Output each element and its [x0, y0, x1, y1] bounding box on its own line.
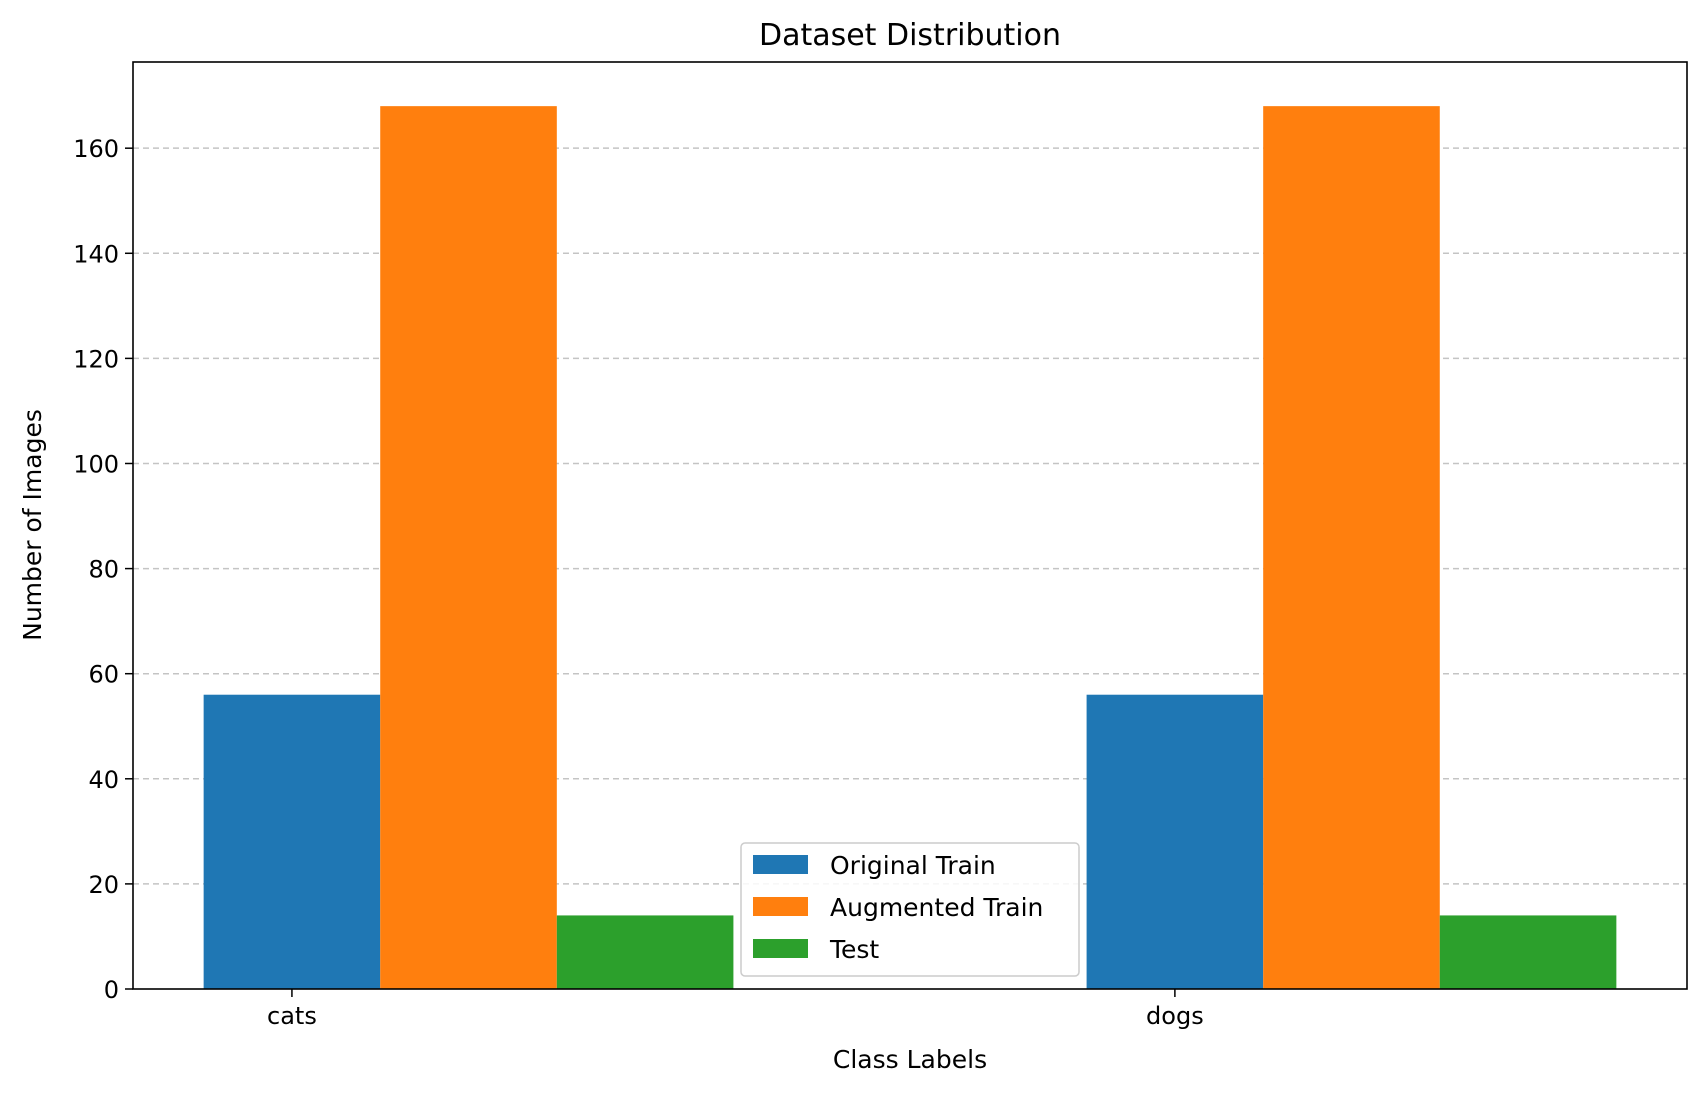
- legend-swatch: [753, 897, 808, 916]
- bar: [380, 106, 557, 989]
- plot-frame: [132, 61, 1688, 990]
- chart-title: Dataset Distribution: [759, 18, 1061, 53]
- legend-label: Augmented Train: [830, 893, 1043, 922]
- bar: [556, 915, 734, 989]
- bar: [203, 694, 381, 989]
- y-tick-label: 120: [73, 345, 119, 373]
- legend-label: Original Train: [830, 851, 996, 880]
- legend-label: Test: [829, 935, 879, 964]
- legend-swatch: [753, 939, 808, 958]
- bar: [1086, 694, 1264, 989]
- bars: [203, 106, 1617, 989]
- x-tick-label: cats: [267, 1002, 317, 1030]
- y-tick-label: 60: [88, 661, 119, 689]
- legend-frame: [740, 842, 1080, 977]
- y-tick-label: 40: [88, 766, 119, 794]
- legend: Original Train Augmented Train Test: [740, 842, 1080, 977]
- y-tick-label: 80: [88, 556, 119, 584]
- y-tick-label: 0: [104, 976, 119, 1004]
- y-axis-label: Number of Images: [18, 409, 47, 641]
- y-tick-label: 160: [73, 135, 119, 163]
- bar: [1263, 106, 1440, 989]
- y-tick-label: 140: [73, 240, 119, 268]
- x-axis-label: Class Labels: [833, 1045, 987, 1074]
- legend-swatch: [753, 855, 808, 874]
- bar: [1439, 915, 1617, 989]
- y-tick-label: 100: [73, 450, 119, 478]
- x-tick-label: dogs: [1146, 1002, 1204, 1030]
- y-tick-label: 20: [88, 871, 119, 899]
- x-axis-ticks: cats dogs: [267, 989, 1204, 1030]
- y-axis-ticks: 0 20 40 60 80 100 120 140 160: [73, 135, 133, 1004]
